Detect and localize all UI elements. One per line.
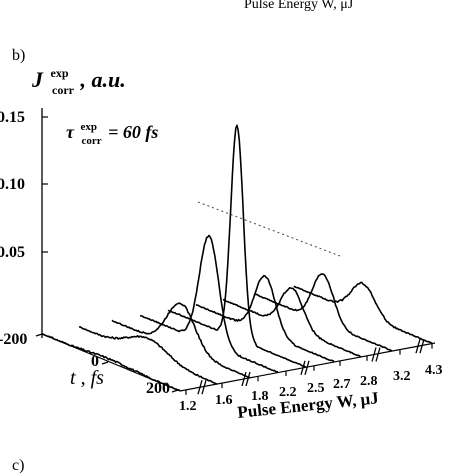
series-curve-3-2: [253, 273, 393, 352]
j-tick-label-0.05: 0.05: [0, 244, 25, 261]
tau-annotation: τ exp corr = 60 fs: [66, 114, 158, 148]
energy-tick-label-2-8: 2.8: [360, 374, 378, 389]
y-axis-label-suffix: , a.u.: [79, 67, 125, 92]
energy-tick-label-1-6: 1.6: [215, 393, 233, 408]
t-tick-0: [101, 361, 109, 365]
energy-axis-break-0-1: [201, 380, 207, 395]
energy-tick-label-1-2: 1.2: [179, 399, 197, 414]
series-curve-2-7: [195, 274, 335, 363]
energy-tick-label-4-3: 4.3: [425, 363, 443, 378]
dotted-guide-line: [197, 201, 341, 257]
series-curve-1-8: [111, 302, 251, 379]
j-tick-label-0.15: 0.15: [0, 109, 25, 126]
t-axis-label-suffix: , fs: [81, 367, 105, 389]
y-axis-label: J exp corr , a.u.: [31, 57, 126, 99]
tau-main: τ: [66, 122, 75, 142]
series-group: [41, 124, 433, 392]
energy-axis-break-1-0: [241, 371, 247, 387]
tau-sup: exp: [81, 121, 98, 133]
series-curve-2-2: [139, 234, 279, 373]
t-tick-label-minus200: -200: [0, 331, 27, 348]
y-axis-label-sub: corr: [52, 83, 75, 97]
energy-tick-label-2-5: 2.5: [307, 381, 325, 396]
t-tick-minus200: [35, 333, 43, 337]
energy-tick-label-2-2: 2.2: [279, 385, 297, 400]
y-axis-label-sup: exp: [51, 66, 69, 80]
energy-tick-label-3-2: 3.2: [393, 369, 411, 384]
t-axis-label: t , fs: [70, 367, 104, 389]
j-tick-label-0.10: 0.10: [0, 176, 25, 193]
t-axis-label-main: t: [70, 367, 76, 389]
energy-axis-tick-labels: 1.2 1.6 1.8 2.2 2.5 2.7 2.8 3.2 4.3: [179, 363, 443, 414]
t-tick-label-0: 0: [91, 353, 99, 370]
tau-suffix: = 60 fs: [108, 122, 158, 142]
top-clipped-text: Pulse Energy W, μJ: [244, 0, 354, 12]
panel-b-label: b): [12, 47, 25, 64]
energy-axis-break-3-1: [375, 347, 381, 362]
energy-axis-breaks: [197, 339, 425, 395]
tau-sub: corr: [82, 135, 102, 147]
series-curve-2-8: [222, 287, 362, 358]
t-tick-label-200: 200: [146, 380, 170, 397]
energy-axis-break-4-1: [419, 339, 425, 354]
energy-axis-break-4-0: [415, 339, 421, 354]
series-curve-1-2: [41, 333, 181, 392]
series-curve-1-6: [78, 326, 218, 385]
energy-axis-ticks: [185, 343, 433, 395]
energy-axis-break-1-1: [245, 371, 251, 387]
series-curve-2-5: [167, 124, 307, 369]
panel-c-label: c): [12, 457, 24, 474]
energy-axis-break-2-1: [304, 360, 310, 375]
energy-axis-break-2-0: [300, 360, 306, 375]
y-axis-label-main: J: [31, 67, 44, 92]
j-axis-ticks: [42, 116, 48, 253]
energy-tick-label-2-7: 2.7: [333, 377, 351, 392]
energy-tick-label-1-8: 1.8: [251, 389, 269, 404]
energy-axis-break-0-0: [197, 380, 203, 395]
series-curve-4-3: [293, 281, 433, 345]
energy-axis-break-3-0: [371, 347, 377, 362]
